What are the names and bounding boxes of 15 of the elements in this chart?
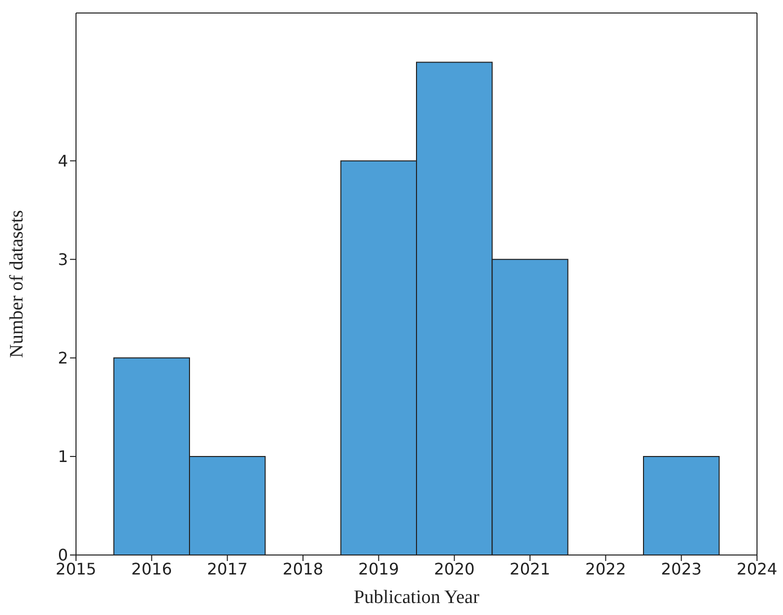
x-tick-label: 2022	[585, 559, 626, 578]
x-tick-label: 2023	[660, 559, 702, 578]
x-axis-title: Publication Year	[354, 587, 480, 608]
x-tick-label: 2024	[736, 559, 778, 578]
y-tick-label: 1	[58, 447, 68, 466]
x-tick-label: 2021	[510, 559, 550, 578]
x-tick-label: 2018	[282, 559, 324, 578]
x-tick-label: 2016	[131, 559, 172, 578]
x-tick-label: 2020	[434, 559, 475, 578]
x-tick-label: 2017	[206, 559, 248, 578]
y-tick-label: 3	[58, 250, 68, 270]
y-axis-title: Number of datasets	[6, 210, 28, 358]
y-tick-label: 4	[58, 152, 68, 170]
y-tick-label: 2	[58, 348, 68, 368]
x-tick-label: 2019	[358, 559, 400, 578]
